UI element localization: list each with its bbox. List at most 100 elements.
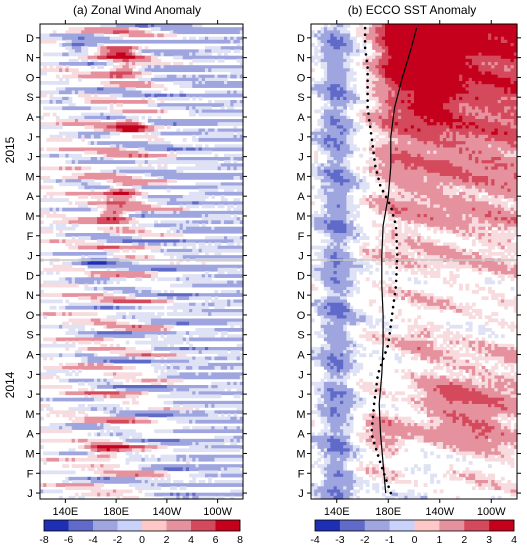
field-cell <box>391 160 396 164</box>
field-cell <box>144 214 203 218</box>
field-cell <box>93 340 101 345</box>
field-cell <box>365 77 380 82</box>
field-cell <box>135 486 162 491</box>
field-cell <box>78 347 89 351</box>
field-cell <box>423 179 428 183</box>
field-cell <box>330 242 335 247</box>
field-cell <box>40 372 57 377</box>
field-cell <box>40 39 57 44</box>
field-cell <box>236 36 244 41</box>
field-cell <box>375 166 380 171</box>
field-cell <box>410 163 415 168</box>
field-cell <box>365 489 370 494</box>
field-cell <box>497 62 518 66</box>
y-tick-label: A <box>297 350 305 362</box>
field-cell <box>46 457 60 462</box>
field-cell <box>478 68 505 73</box>
field-cell <box>442 122 447 126</box>
field-cell <box>128 198 136 202</box>
field-cell <box>157 201 168 206</box>
field-cell <box>372 470 380 475</box>
field-cell <box>327 362 331 367</box>
field-cell <box>455 419 463 424</box>
field-cell <box>352 90 357 95</box>
field-cell <box>426 226 431 231</box>
field-cell <box>119 188 124 193</box>
field-cell <box>170 30 174 35</box>
field-cell <box>462 312 473 316</box>
field-cell <box>468 122 476 126</box>
field-cell <box>74 90 79 95</box>
field-cell <box>84 125 95 130</box>
field-cell <box>488 62 492 66</box>
field-cell <box>68 302 114 307</box>
field-cell <box>497 448 515 453</box>
field-cell <box>62 239 66 244</box>
field-cell <box>401 369 405 373</box>
field-cell <box>420 236 425 240</box>
field-cell <box>131 324 136 329</box>
field-cell <box>330 407 338 411</box>
field-cell <box>217 473 222 478</box>
field-cell <box>71 172 86 177</box>
field-cell <box>239 62 244 66</box>
field-cell <box>100 81 111 85</box>
field-cell <box>378 229 386 234</box>
field-cell <box>385 394 389 399</box>
field-cell <box>311 350 315 354</box>
field-cell <box>116 52 127 57</box>
field-cell <box>430 375 434 380</box>
field-cell <box>491 347 496 351</box>
field-cell <box>433 489 438 494</box>
field-cell <box>378 71 386 76</box>
field-cell <box>176 495 181 500</box>
field-cell <box>385 454 393 459</box>
field-cell <box>323 24 328 28</box>
field-cell <box>388 277 393 282</box>
field-cell <box>40 166 60 171</box>
field-cell <box>59 68 63 73</box>
field-cell <box>394 160 402 164</box>
field-cell <box>233 299 244 304</box>
field-cell <box>449 381 454 386</box>
field-cell <box>214 302 228 307</box>
field-cell <box>62 293 105 297</box>
field-cell <box>176 296 190 301</box>
field-cell <box>333 179 351 183</box>
field-cell <box>491 138 496 142</box>
field-cell <box>343 432 351 437</box>
field-cell <box>475 134 479 139</box>
field-cell <box>423 388 434 392</box>
field-cell <box>109 454 117 459</box>
field-cell <box>465 147 470 152</box>
field-cell <box>311 489 315 494</box>
field-cell <box>365 315 373 320</box>
field-cell <box>423 141 428 145</box>
field-cell <box>449 362 483 367</box>
field-cell <box>475 81 479 85</box>
field-cell <box>182 309 190 313</box>
field-cell <box>385 39 502 44</box>
field-cell <box>465 347 470 351</box>
field-cell <box>352 239 360 244</box>
field-cell <box>343 473 354 478</box>
field-cell <box>236 74 241 79</box>
field-cell <box>339 119 354 123</box>
field-cell <box>49 356 54 361</box>
field-cell <box>97 204 108 209</box>
field-cell <box>43 483 47 487</box>
field-cell <box>109 131 120 136</box>
field-cell <box>189 296 212 301</box>
field-cell <box>475 115 486 120</box>
field-cell <box>239 217 244 221</box>
colorbar-bin <box>191 520 216 531</box>
field-cell <box>478 353 483 358</box>
field-cell <box>468 169 518 174</box>
field-cell <box>109 74 114 79</box>
field-cell <box>475 419 479 424</box>
field-cell <box>166 476 171 481</box>
field-cell <box>185 74 193 79</box>
field-cell <box>391 435 396 440</box>
field-cell <box>417 299 434 304</box>
field-cell <box>333 362 344 367</box>
